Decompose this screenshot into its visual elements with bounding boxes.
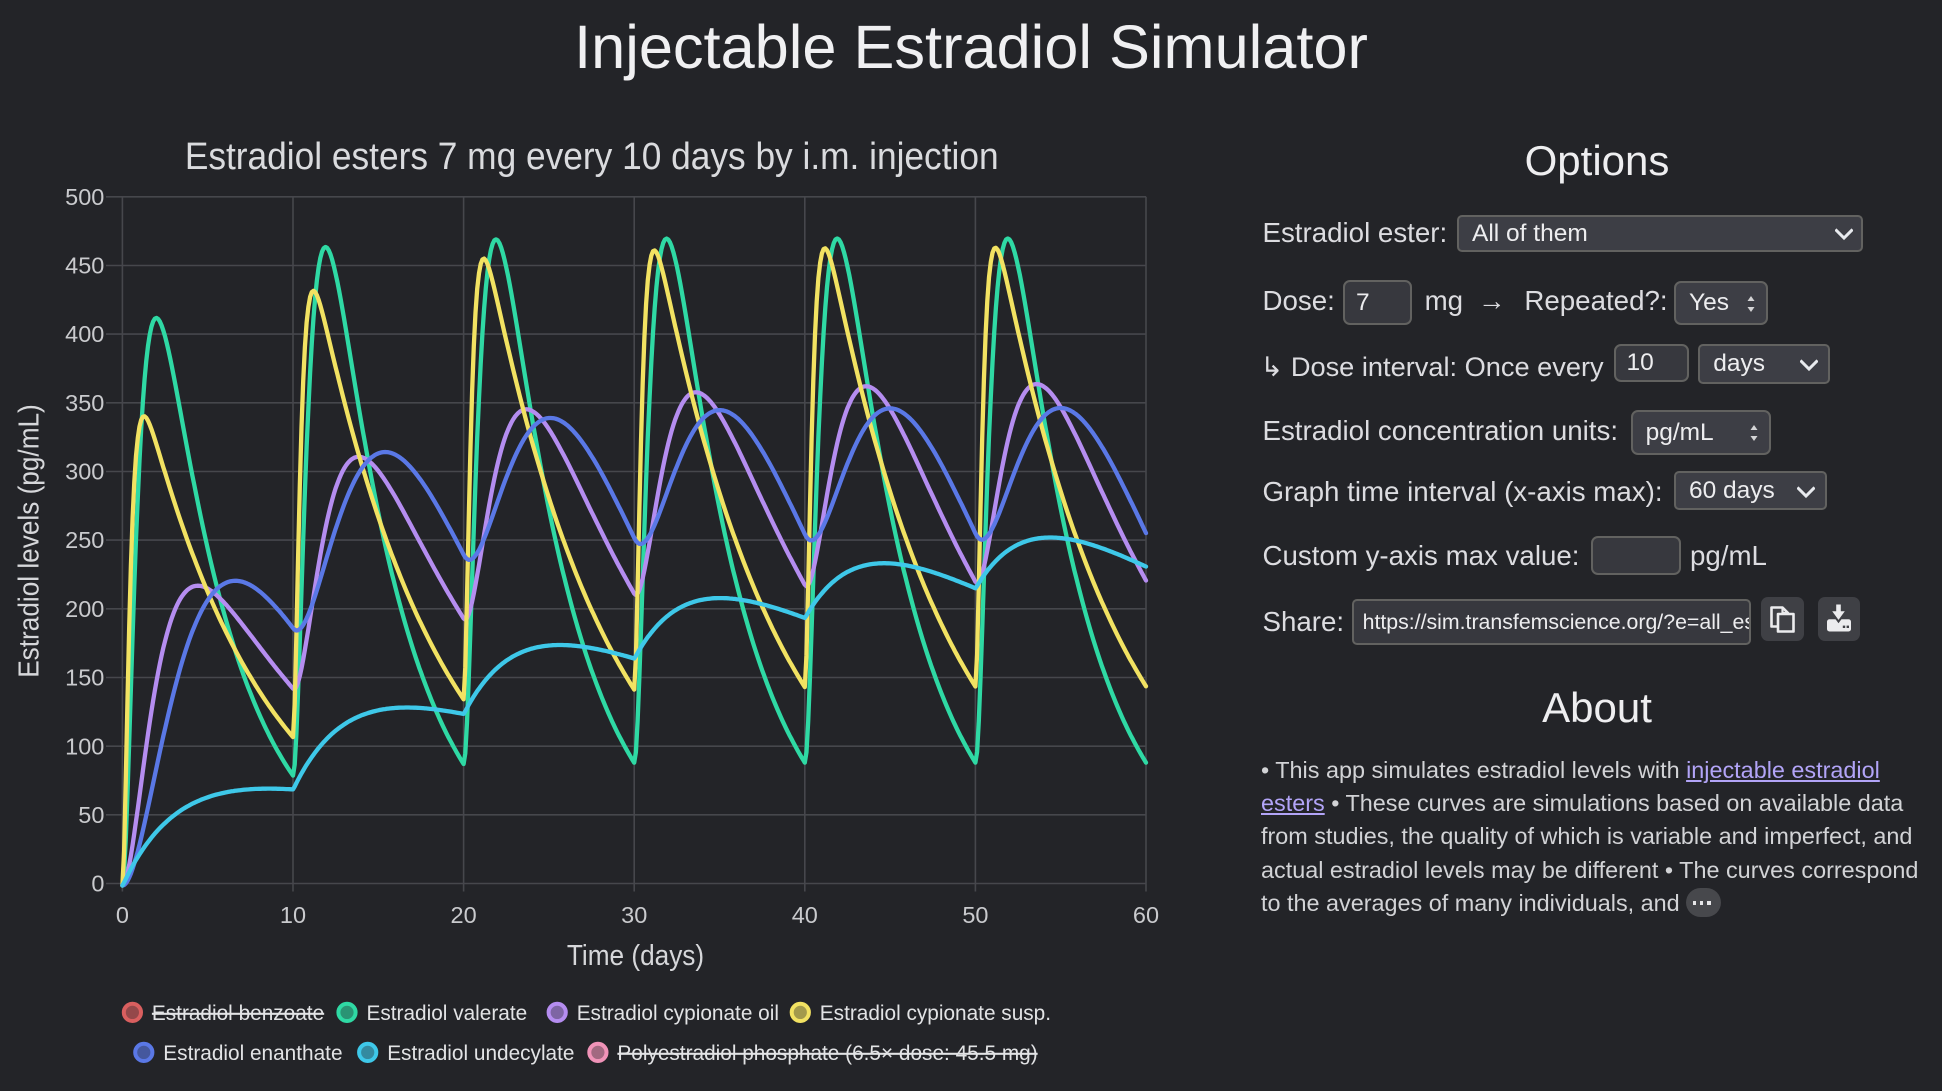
svg-text:20: 20 [451,902,477,928]
svg-text:200: 200 [65,596,104,622]
svg-text:30: 30 [621,902,647,928]
svg-text:50: 50 [962,902,988,928]
svg-text:Estradiol valerate: Estradiol valerate [367,1002,528,1025]
svg-text:Estradiol undecylate: Estradiol undecylate [387,1042,574,1065]
svg-text:350: 350 [65,390,104,416]
svg-text:10: 10 [280,902,306,928]
svg-text:300: 300 [65,459,104,485]
svg-text:60: 60 [1133,902,1159,928]
svg-text:Polyestradiol phosphate (6.5×: Polyestradiol phosphate (6.5× dose: 45.5… [617,1042,1037,1065]
svg-text:Time (days): Time (days) [567,939,704,971]
svg-text:Estradiol enanthate: Estradiol enanthate [163,1042,342,1065]
svg-text:500: 500 [65,184,104,210]
svg-text:40: 40 [792,902,818,928]
svg-text:450: 450 [65,253,104,279]
svg-text:100: 100 [65,733,104,759]
svg-text:Estradiol cypionate susp.: Estradiol cypionate susp. [820,1002,1051,1025]
svg-text:50: 50 [78,802,104,828]
svg-text:400: 400 [65,321,104,347]
svg-text:Estradiol esters 7 mg every 10: Estradiol esters 7 mg every 10 days by i… [185,135,999,178]
svg-text:150: 150 [65,665,104,691]
svg-text:Estradiol cypionate oil: Estradiol cypionate oil [577,1002,779,1025]
svg-text:Estradiol benzoate: Estradiol benzoate [152,1002,324,1025]
svg-text:250: 250 [65,527,104,553]
svg-text:Estradiol levels (pg/mL): Estradiol levels (pg/mL) [13,404,45,678]
svg-text:0: 0 [91,871,104,897]
svg-text:0: 0 [116,902,129,928]
